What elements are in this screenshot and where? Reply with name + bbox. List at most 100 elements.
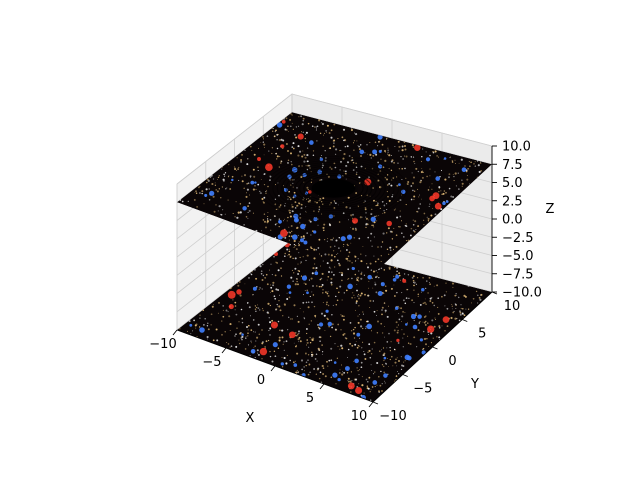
x-tick-label: 10	[351, 409, 368, 424]
blue-star	[378, 149, 382, 153]
blue-star	[337, 377, 341, 382]
red-star	[236, 289, 242, 295]
z-tick-label: −7.5	[502, 267, 534, 282]
blue-star	[377, 164, 383, 169]
blue-star	[303, 240, 308, 245]
blue-star	[377, 290, 383, 297]
blue-star	[327, 321, 333, 327]
blue-star	[410, 313, 417, 320]
y-tick-mark	[462, 319, 468, 322]
blue-star	[313, 230, 317, 234]
blue-star	[351, 266, 355, 271]
lensing-ring	[294, 171, 373, 206]
x-axis-label: X	[246, 411, 255, 426]
event-horizon	[311, 179, 356, 198]
blue-star	[314, 271, 319, 276]
blue-star	[272, 342, 278, 348]
blue-star	[280, 362, 284, 366]
blue-star	[443, 157, 447, 160]
blue-star	[354, 358, 359, 364]
blue-star	[309, 140, 314, 145]
red-star	[280, 144, 285, 149]
blue-star	[293, 363, 298, 367]
blue-star	[250, 348, 256, 354]
blue-star	[292, 234, 298, 240]
blue-star	[419, 338, 424, 342]
x-tick-label: −5	[202, 355, 221, 370]
blue-star	[301, 275, 308, 281]
blue-star	[293, 213, 299, 219]
blue-star	[278, 219, 282, 224]
blue-star	[395, 274, 400, 279]
lensing-ring	[259, 156, 408, 221]
blue-star	[372, 149, 378, 155]
blue-star	[252, 286, 257, 291]
lensing-ring	[263, 157, 404, 219]
blue-star	[394, 306, 399, 310]
z-tick-label: 5.0	[502, 176, 523, 191]
z-tick-label: 2.5	[502, 194, 523, 209]
blue-star	[461, 167, 467, 173]
blue-star	[283, 188, 288, 192]
red-star	[396, 338, 400, 343]
x-tick-mark	[270, 365, 276, 372]
blue-star	[276, 122, 283, 128]
red-star	[228, 304, 234, 310]
blue-star	[288, 291, 292, 294]
blue-star	[445, 200, 449, 203]
y-tick-mark	[372, 401, 379, 405]
red-star	[265, 163, 273, 172]
y-tick-label: −5	[413, 382, 432, 397]
blue-star	[370, 216, 376, 222]
blue-star	[435, 176, 440, 181]
red-star	[434, 202, 442, 210]
red-star	[347, 382, 355, 390]
blue-star	[325, 309, 329, 313]
z-tick-label: −2.5	[502, 231, 534, 246]
blue-star	[333, 361, 337, 364]
red-star	[270, 321, 278, 329]
y-axis-label: Y	[470, 377, 479, 392]
blue-star	[417, 314, 422, 319]
blue-star	[383, 356, 387, 360]
blue-star	[401, 189, 406, 195]
x-tick-mark	[172, 329, 178, 336]
red-star	[355, 386, 363, 395]
blue-star	[377, 134, 383, 140]
y-tick-mark	[402, 374, 408, 377]
blue-star	[406, 355, 412, 361]
lensing-ring	[276, 163, 391, 213]
z-tick-label: 10.0	[502, 140, 531, 155]
blue-star	[380, 282, 385, 287]
blue-star	[328, 214, 334, 219]
blue-star	[286, 284, 292, 289]
x-tick-label: 0	[257, 373, 265, 388]
red-star	[280, 229, 288, 238]
blue-star	[405, 323, 408, 326]
blue-star	[347, 283, 353, 290]
x-tick-mark	[368, 401, 374, 408]
red-star	[414, 144, 421, 151]
blue-star	[250, 180, 255, 185]
blue-star	[189, 323, 193, 327]
lensing-ring	[267, 159, 400, 217]
lower-starfield-plane	[177, 240, 492, 402]
blue-star	[425, 157, 431, 162]
red-star	[386, 220, 392, 227]
blue-star	[340, 236, 346, 242]
blue-star	[442, 201, 446, 206]
z-tick-label: 0.0	[502, 213, 523, 228]
blue-star	[313, 217, 318, 222]
y-tick-label: 10	[504, 299, 521, 314]
z-tick-label: 7.5	[502, 158, 523, 173]
lensing-ring	[303, 175, 364, 202]
blue-star	[383, 373, 388, 378]
z-axis-label: Z	[546, 202, 555, 217]
blue-star	[318, 322, 324, 327]
red-star	[259, 347, 268, 356]
x-tick-mark	[221, 347, 227, 354]
blue-star	[421, 287, 425, 292]
red-star	[281, 119, 286, 124]
red-star	[227, 290, 236, 299]
